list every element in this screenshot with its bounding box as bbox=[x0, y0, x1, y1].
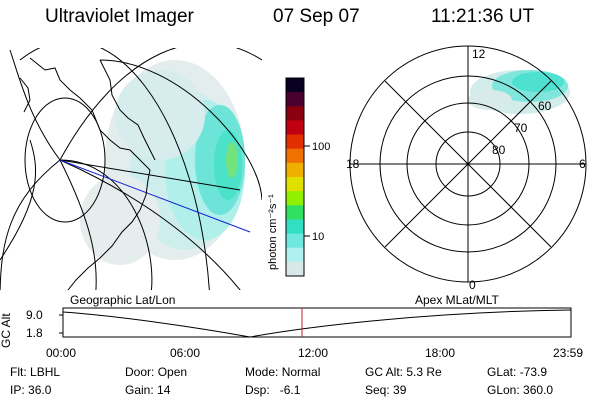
status-dsp: Dsp: -6.1 bbox=[245, 383, 301, 397]
instrument-title: Ultraviolet Imager bbox=[45, 6, 194, 27]
status-gain: Gain: 14 bbox=[125, 383, 171, 397]
colorbar-swatch bbox=[286, 205, 304, 220]
date-label: 07 Sep 07 bbox=[273, 6, 360, 27]
mlt-label-18: 18 bbox=[346, 157, 360, 171]
x-tick-2359: 23:59 bbox=[553, 346, 584, 360]
colorbar-swatch bbox=[286, 106, 304, 121]
status-seq: Seq: 39 bbox=[365, 383, 407, 397]
colorbar: 100 10 photon cm⁻²s⁻¹ bbox=[267, 77, 330, 277]
colorbar-swatch bbox=[286, 162, 304, 178]
colorbar-unit-label: photon cm⁻²s⁻¹ bbox=[267, 194, 279, 270]
graticule bbox=[0, 48, 262, 290]
mlat-label-70: 70 bbox=[514, 121, 528, 135]
mlt-label-6: 6 bbox=[579, 157, 586, 171]
colorbar-swatch bbox=[286, 247, 304, 263]
colorbar-swatch bbox=[286, 219, 304, 235]
coastline bbox=[19, 57, 156, 290]
polar-label: Apex MLat/MLT bbox=[415, 293, 499, 307]
geographic-map bbox=[0, 48, 262, 290]
y-tick-1.8: 1.8 bbox=[26, 326, 43, 340]
colorbar-tick-label-100: 100 bbox=[312, 141, 330, 153]
colorbar-swatch bbox=[286, 120, 304, 136]
mlt-label-0: 0 bbox=[469, 278, 476, 292]
polar-grid bbox=[349, 45, 587, 283]
x-tick-1200: 12:00 bbox=[298, 346, 329, 360]
colorbar-swatch bbox=[286, 233, 304, 249]
x-tick-0000: 00:00 bbox=[46, 346, 77, 360]
mlat-label-60: 60 bbox=[538, 99, 552, 113]
meridian-line bbox=[59, 159, 251, 233]
polar-emission bbox=[468, 70, 570, 114]
status-mode: Mode: Normal bbox=[245, 365, 321, 379]
colorbar-swatch bbox=[286, 148, 304, 164]
globe-label: Geographic Lat/Lon bbox=[70, 293, 176, 307]
mlt-label-12: 12 bbox=[472, 47, 486, 61]
x-tick-1800: 18:00 bbox=[425, 346, 456, 360]
status-glon: GLon: 360.0 bbox=[487, 383, 554, 397]
y-tick-9: 9.0 bbox=[26, 308, 43, 322]
altitude-curve bbox=[62, 309, 572, 338]
colorbar-swatch bbox=[286, 261, 304, 277]
colorbar-swatch bbox=[286, 92, 304, 107]
colorbar-swatch bbox=[286, 191, 304, 206]
status-ip: IP: 36.0 bbox=[10, 383, 52, 397]
colorbar-swatch bbox=[286, 78, 304, 93]
colorbar-stack bbox=[286, 78, 304, 277]
colorbar-swatch bbox=[286, 134, 304, 150]
mlat-label-80: 80 bbox=[492, 143, 506, 157]
status-filter: Flt: LBHL bbox=[10, 365, 61, 379]
x-tick-0600: 06:00 bbox=[170, 346, 201, 360]
polar-plot: 12 18 6 0 60 70 80 bbox=[346, 45, 587, 292]
status-glat: GLat: -73.9 bbox=[487, 365, 548, 379]
timeline-axis-label: GC Alt bbox=[0, 313, 13, 348]
status-door: Door: Open bbox=[125, 365, 188, 379]
colorbar-tick-label-10: 10 bbox=[312, 231, 324, 243]
time-label: 11:21:36 UT bbox=[431, 6, 535, 27]
colorbar-frame bbox=[285, 77, 305, 277]
altitude-timeline: GC Alt 9.0 1.8 bbox=[0, 307, 572, 348]
status-gc-alt: GC Alt: 5.3 Re bbox=[365, 365, 442, 379]
colorbar-swatch bbox=[286, 177, 304, 192]
